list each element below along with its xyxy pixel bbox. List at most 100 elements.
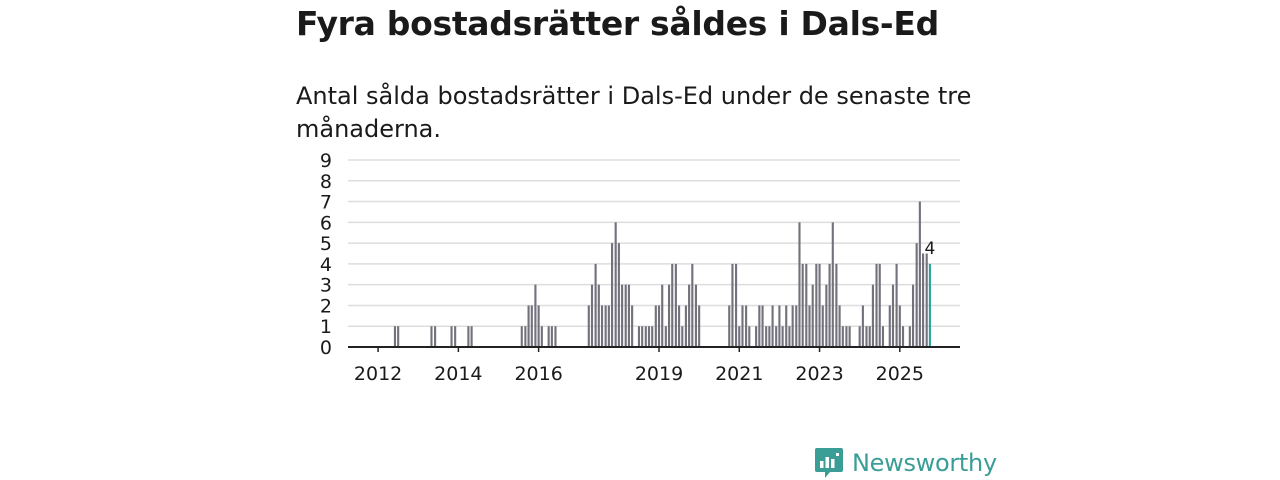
bar: [861, 305, 864, 347]
bar: [597, 284, 600, 347]
bar: [888, 305, 891, 347]
bar: [661, 284, 664, 347]
bar: [397, 326, 400, 347]
bar: [547, 326, 550, 347]
y-tick-label: 6: [320, 212, 332, 234]
bar: [688, 284, 691, 347]
bar: [534, 284, 537, 347]
bar: [641, 326, 644, 347]
bar: [530, 305, 533, 347]
bar: [875, 263, 878, 347]
bar: [748, 326, 751, 347]
bar: [527, 305, 530, 347]
bar: [925, 253, 928, 347]
x-tick-label: 2021: [715, 363, 763, 385]
bar: [745, 305, 748, 347]
x-axis-ticks: 2012 2014 2016 2019 2021 2023 2025: [354, 347, 924, 385]
bar: [647, 326, 651, 347]
bar: [674, 263, 677, 347]
bar: [540, 326, 543, 347]
newsworthy-brand[interactable]: Newsworthy: [814, 446, 997, 480]
bar: [798, 222, 801, 347]
bar: [795, 305, 798, 347]
bar: [393, 326, 397, 347]
bar: [858, 326, 861, 347]
bar: [587, 305, 590, 347]
x-tick-label: 2019: [635, 363, 683, 385]
bar: [788, 326, 791, 347]
bar: [871, 284, 874, 347]
bar: [434, 326, 437, 347]
y-tick-label: 4: [320, 254, 332, 276]
bar: [614, 222, 617, 347]
x-tick-label: 2016: [514, 363, 562, 385]
bar: [828, 263, 831, 347]
bar: [637, 326, 641, 347]
bar: [878, 263, 881, 347]
bar: [738, 326, 741, 347]
y-tick-label: 9: [320, 150, 332, 172]
bar: [835, 263, 838, 347]
bar: [825, 284, 828, 347]
y-tick-label: 7: [320, 192, 332, 214]
bar: [450, 326, 453, 347]
bar: [895, 263, 898, 347]
y-tick-label: 1: [320, 316, 332, 338]
bar: [467, 326, 470, 347]
bar: [811, 284, 814, 347]
bar: [621, 284, 624, 347]
bars: [348, 201, 960, 348]
bar: [520, 326, 523, 347]
bar: [657, 305, 661, 347]
bar: [801, 263, 804, 347]
bar: [891, 284, 895, 347]
bar: [841, 326, 844, 347]
newsworthy-logo-icon: [815, 448, 843, 478]
x-tick-label: 2012: [354, 363, 402, 385]
bar: [901, 326, 905, 347]
bar: [778, 305, 781, 347]
bar: [808, 305, 811, 347]
bar: [815, 263, 818, 347]
bar: [454, 326, 457, 347]
bar: [430, 326, 433, 347]
bar: [818, 263, 821, 347]
bar: [761, 305, 764, 347]
bar: [617, 243, 620, 347]
bar: [664, 326, 667, 347]
bar: [607, 305, 610, 347]
chart-subtitle: Antal sålda bostadsrätter i Dals-Ed unde…: [296, 82, 972, 143]
bar: [821, 305, 824, 347]
bar: [881, 326, 885, 347]
bar: [627, 284, 630, 347]
bar: [755, 326, 758, 347]
gridlines: [348, 159, 960, 327]
bar: [671, 263, 674, 347]
bar: [911, 284, 915, 347]
bar: [624, 284, 627, 347]
bar: [838, 305, 841, 347]
bar: [678, 305, 681, 347]
x-tick-label: 2025: [876, 363, 924, 385]
bar: [758, 305, 761, 347]
bar: [918, 201, 921, 347]
highlight-value-label: 4: [924, 239, 935, 259]
bar: [604, 305, 607, 347]
bar-highlight: [928, 263, 931, 347]
bar: [805, 263, 808, 347]
bar: [698, 305, 701, 347]
bar: [667, 284, 671, 347]
bar: [865, 326, 868, 347]
bar: [524, 326, 527, 347]
brand-name: Newsworthy: [852, 449, 997, 477]
bar: [771, 305, 774, 347]
bar: [845, 326, 848, 347]
bar: [537, 305, 540, 347]
bar: [654, 305, 657, 347]
bar: [470, 326, 473, 347]
y-tick-label: 2: [320, 295, 332, 317]
bar: [791, 305, 794, 347]
bar: [611, 243, 614, 347]
bar: [831, 222, 834, 347]
